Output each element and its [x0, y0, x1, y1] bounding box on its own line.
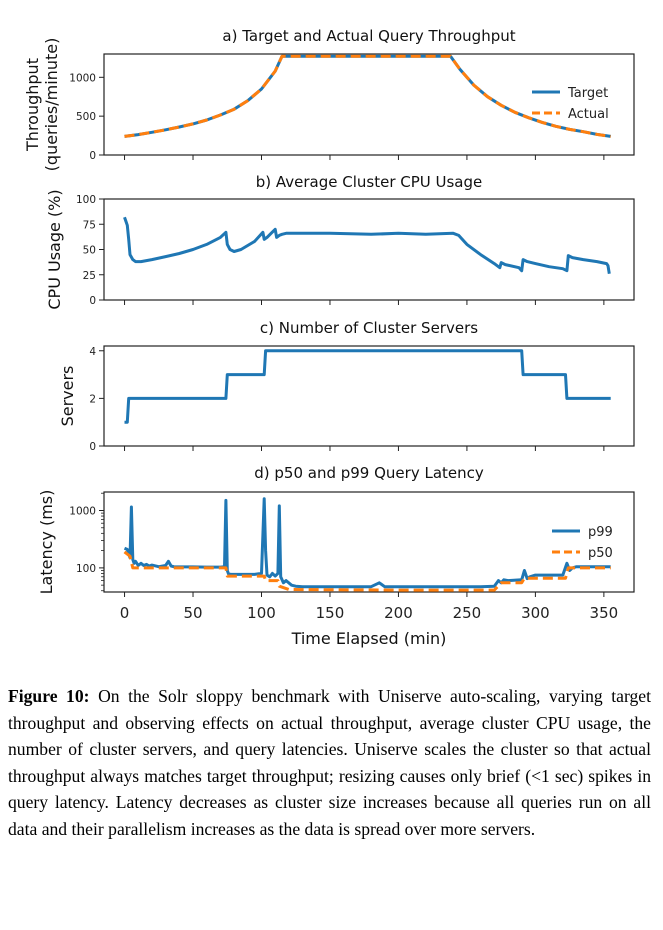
- y-axis-label: Servers: [58, 366, 77, 427]
- x-axis-label: Time Elapsed (min): [291, 629, 447, 648]
- y-tick-label: 0: [89, 150, 96, 162]
- caption-text: On the Solr sloppy benchmark with Uniser…: [8, 686, 651, 839]
- x-tick-label: 100: [247, 604, 276, 622]
- plot-frame: [103, 198, 635, 301]
- chart-title: c) Number of Cluster Servers: [260, 319, 478, 337]
- y-axis-label: CPU Usage (%): [45, 189, 64, 309]
- series-line-target: [124, 54, 611, 138]
- y-tick-label: 75: [83, 219, 96, 231]
- y-tick-label: 500: [76, 111, 96, 123]
- y-tick-label: 50: [83, 245, 96, 257]
- y-axis-label: (queries/minute): [42, 38, 61, 172]
- chart-panel-4: d) p50 and p99 Query Latency Latency (ms)…: [37, 464, 635, 648]
- plot-frame: [103, 345, 635, 447]
- x-tick-label: 350: [590, 604, 619, 622]
- chart-title: d) p50 and p99 Query Latency: [254, 464, 484, 482]
- plot-frame: [103, 491, 635, 593]
- series-line-p99: [123, 497, 611, 589]
- figure-charts: a) Target and Actual Query Throughput Thr…: [23, 27, 635, 648]
- chart-title: a) Target and Actual Query Throughput: [222, 27, 515, 45]
- y-tick-label: 4: [89, 346, 96, 358]
- y-tick-label: 1000: [69, 505, 96, 517]
- chart-title: b) Average Cluster CPU Usage: [256, 173, 483, 191]
- chart-panel-2: b) Average Cluster CPU Usage CPU Usage (%…: [45, 173, 635, 310]
- series-line-values: [124, 349, 611, 424]
- x-tick-label: 50: [183, 604, 202, 622]
- x-tick-label: 200: [384, 604, 413, 622]
- series-line-actual: [124, 54, 611, 138]
- legend-label-target: Target: [567, 86, 608, 101]
- y-axis-label: Throughput: [23, 58, 42, 152]
- chart-panel-3: c) Number of Cluster Servers Servers 0 2 4: [58, 319, 635, 453]
- caption-label: Figure 10:: [8, 686, 90, 706]
- x-tick-label: 150: [316, 604, 345, 622]
- legend-label-actual: Actual: [568, 107, 609, 122]
- series-line-p50: [123, 550, 611, 592]
- y-tick-label: 100: [76, 194, 96, 206]
- y-tick-label: 0: [89, 441, 96, 453]
- y-tick-label: 100: [76, 563, 96, 575]
- x-tick-label: 250: [453, 604, 482, 622]
- y-tick-label: 25: [83, 270, 96, 282]
- y-tick-label: 1000: [69, 72, 96, 84]
- plot-frame: [103, 53, 635, 156]
- figure-caption: Figure 10: On the Solr sloppy benchmark …: [8, 683, 651, 843]
- legend-label-p99: p99: [588, 525, 613, 540]
- y-axis-label: Latency (ms): [37, 490, 56, 595]
- legend-label-p50: p50: [588, 546, 613, 561]
- y-tick-label: 0: [89, 295, 96, 307]
- series-line-values: [123, 216, 611, 274]
- x-tick-label: 300: [521, 604, 550, 622]
- chart-panel-1: a) Target and Actual Query Throughput Thr…: [23, 27, 635, 172]
- y-tick-label: 2: [89, 393, 96, 405]
- x-tick-label: 0: [120, 604, 130, 622]
